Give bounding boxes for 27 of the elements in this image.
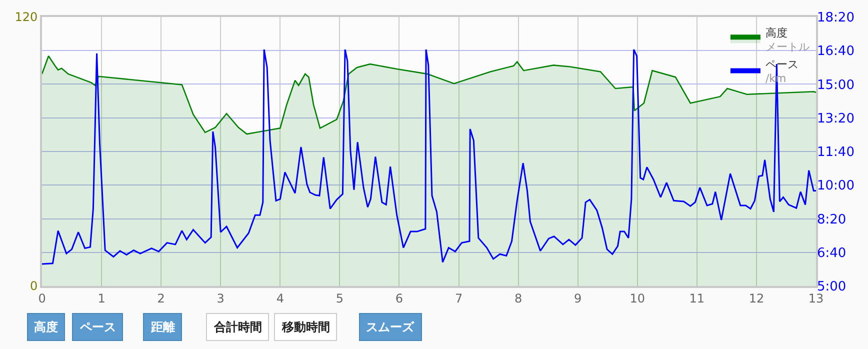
- y2-tick-label: 10:00: [817, 178, 854, 194]
- y2-tick-label: 16:40: [817, 44, 854, 60]
- x-tick-label: 5: [336, 291, 344, 306]
- x-tick-label: 1: [98, 291, 106, 306]
- x-tick-label: 8: [514, 291, 522, 306]
- text: 合計時間: [213, 320, 262, 334]
- x-tick-label: 10: [630, 291, 646, 306]
- y-tick-label: 120: [14, 10, 38, 24]
- x-tick-label: 9: [574, 291, 582, 306]
- text: 距離: [150, 320, 175, 334]
- x-tick-label: 3: [216, 291, 224, 306]
- y2-tick-label: 15:00: [817, 78, 854, 93]
- y2-tick-label: 11:40: [817, 145, 854, 160]
- x-tick-label: 11: [689, 291, 705, 306]
- y2-tick-label: 18:20: [817, 10, 854, 26]
- text: 移動時間: [281, 320, 330, 334]
- y2-tick-label: 8:20: [817, 212, 846, 228]
- x-tick-label: 7: [454, 291, 463, 306]
- x-tick-label: 12: [748, 291, 764, 306]
- x-tick-label: 2: [157, 291, 165, 306]
- text: スムーズ: [366, 320, 415, 334]
- x-tick-label: 4: [276, 291, 284, 306]
- y2-tick-label: 13:20: [817, 111, 854, 126]
- x-tick-label: 6: [395, 291, 404, 306]
- text: ペース: [79, 320, 116, 334]
- y2-tick-label: 6:40: [817, 246, 846, 261]
- text: 高度: [34, 320, 58, 334]
